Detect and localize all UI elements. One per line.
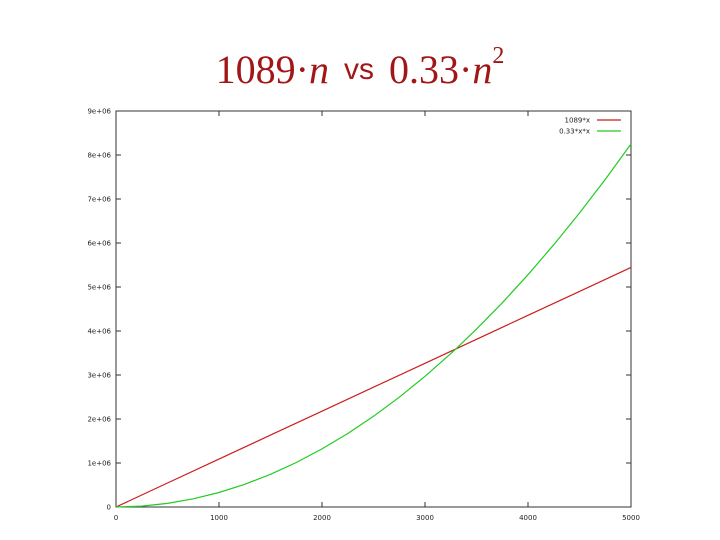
y-tick-label: 4e+06	[87, 328, 111, 336]
y-tick-label: 6e+06	[87, 240, 111, 248]
x-axis: 0 1000 2000 3000 4000 5000	[114, 111, 640, 522]
series-line-quadratic	[115, 143, 632, 508]
x-tick-label: 0	[114, 514, 118, 522]
y-tick-label: 5e+06	[87, 284, 111, 292]
y-tick-label: 0	[107, 504, 111, 512]
legend-label: 0.33*x*x	[559, 128, 590, 136]
x-tick-label: 2000	[313, 514, 331, 522]
x-tick-label: 1000	[210, 514, 228, 522]
series-line-linear	[115, 266, 632, 508]
legend-label: 1089*x	[565, 117, 590, 125]
series-layer	[115, 143, 632, 508]
legend: 1089*x 0.33*x*x	[559, 117, 621, 136]
y-tick-label: 7e+06	[87, 196, 111, 204]
title-left-coefficient: 1089·	[215, 47, 309, 92]
x-tick-label: 4000	[519, 514, 537, 522]
y-tick-label: 8e+06	[87, 152, 111, 160]
x-tick-label: 5000	[622, 514, 640, 522]
y-axis: 0 1e+06 2e+06 3e+06 4e+06 5e+06 6e+06 7e+06 8e+0…	[87, 108, 631, 512]
y-tick-label: 2e+06	[87, 416, 111, 424]
title-right-coefficient: 0.33·	[389, 47, 473, 92]
x-tick-label: 3000	[416, 514, 434, 522]
y-tick-label: 1e+06	[87, 460, 111, 468]
slide-title: 1089·n vs 0.33·n2	[0, 42, 720, 98]
plot-frame	[115, 110, 632, 508]
y-tick-label: 3e+06	[87, 372, 111, 380]
title-right-variable: n	[472, 47, 493, 92]
y-tick-label: 9e+06	[87, 108, 111, 116]
title-vs: vs	[344, 53, 374, 86]
title-left-variable: n	[309, 47, 329, 92]
title-right-exponent: 2	[492, 43, 505, 69]
